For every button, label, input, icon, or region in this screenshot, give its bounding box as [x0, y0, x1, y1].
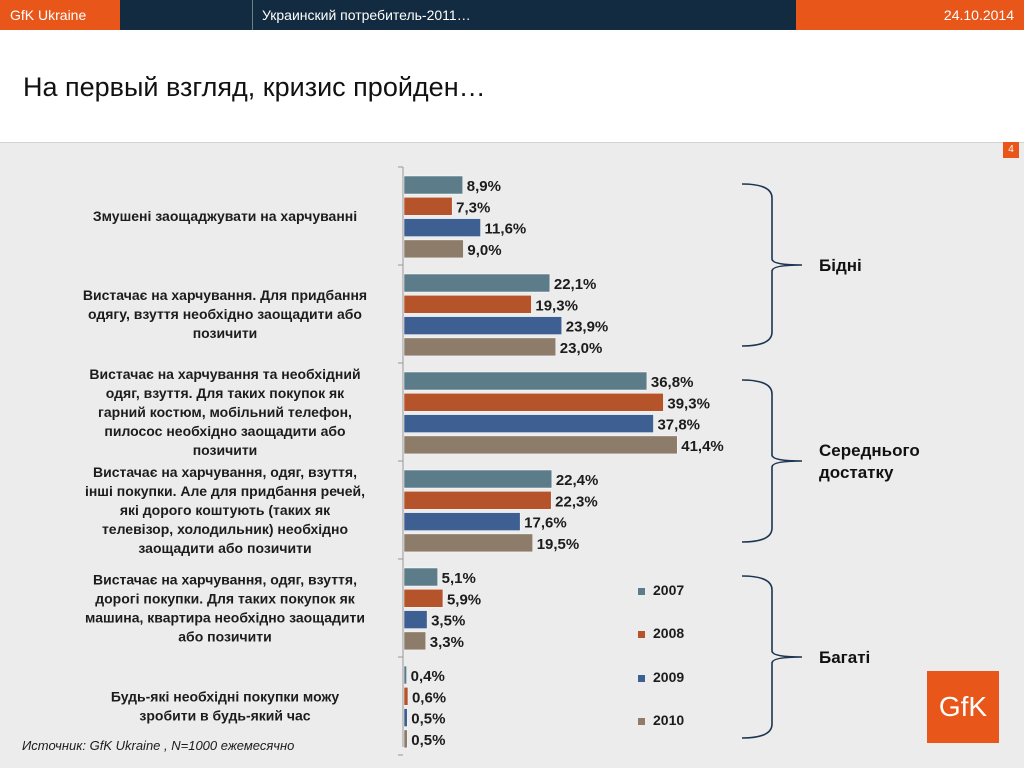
bar-2007	[403, 273, 551, 293]
data-label: 19,5%	[537, 536, 580, 553]
category-label: Змушені заощаджувати на харчуванні	[93, 208, 357, 224]
bar-2008	[403, 393, 664, 412]
title-area	[0, 30, 1024, 143]
data-label: 5,1%	[442, 570, 476, 587]
group-brace	[741, 183, 803, 347]
header-date: 24.10.2014	[796, 0, 1024, 30]
data-label: 23,0%	[560, 340, 603, 357]
bar-2008	[403, 197, 453, 216]
data-label: 36,8%	[651, 374, 694, 391]
legend-label: 2007	[653, 582, 684, 598]
data-label: 37,8%	[657, 417, 700, 434]
category-label: Вистачає на харчування. Для придбання одя…	[83, 287, 367, 341]
data-label: 0,6%	[412, 689, 446, 706]
bar-2010	[403, 337, 557, 357]
data-label: 3,3%	[430, 634, 464, 651]
legend-swatch-2008	[638, 631, 645, 638]
data-label: 17,6%	[524, 515, 567, 532]
data-label: 11,6%	[485, 221, 527, 238]
group-label: Багаті	[819, 648, 870, 667]
bar-2008	[403, 491, 552, 510]
category-label: Вистачає на харчування, одяг, взуття, дор…	[85, 572, 365, 645]
data-label: 5,9%	[447, 591, 481, 608]
bar-2009	[403, 512, 521, 531]
legend-swatch-2009	[638, 675, 645, 682]
data-label: 0,5%	[411, 732, 445, 749]
bar-2008	[403, 295, 532, 314]
category-label: Вистачає на харчування та необхідний одяг…	[89, 366, 360, 458]
category-label: Будь-які необхідні покупки можу зробити в…	[111, 689, 340, 724]
data-label: 9,0%	[467, 242, 501, 259]
category-label: Вистачає на харчування, одяг, взуття, інш…	[85, 464, 365, 556]
bar-2009	[403, 414, 654, 433]
bar-2007	[403, 469, 553, 489]
presentation-title: Украинский потребитель-2011…	[262, 7, 471, 23]
bar-2010	[403, 729, 408, 749]
data-label: 23,9%	[566, 319, 609, 336]
header-bar: GfK Ukraine Украинский потребитель-2011……	[0, 0, 1024, 30]
bar-2007	[403, 567, 438, 587]
source-note: Источник: GfK Ukraine , N=1000 ежемесячн…	[22, 738, 295, 753]
bar-2010	[403, 533, 533, 553]
page-number-badge: 4	[1003, 142, 1019, 158]
data-label: 22,4%	[556, 472, 599, 489]
data-label: 0,4%	[411, 668, 445, 685]
gfk-logo: GfK	[927, 671, 999, 743]
bar-2009	[403, 218, 481, 237]
bar-2010	[403, 239, 464, 259]
data-label: 8,9%	[467, 178, 501, 195]
legend-label: 2010	[653, 712, 684, 728]
bar-2007	[403, 371, 648, 391]
bar-2009	[403, 610, 428, 629]
group-brace	[741, 575, 803, 739]
data-label: 19,3%	[535, 297, 578, 314]
legend-label: 2009	[653, 669, 684, 685]
data-label: 22,1%	[554, 276, 597, 293]
header-divider	[252, 0, 253, 30]
data-label: 0,5%	[411, 711, 445, 728]
data-label: 41,4%	[681, 438, 724, 455]
bar-2009	[403, 708, 408, 727]
bar-2008	[403, 589, 444, 608]
legend-swatch-2007	[638, 588, 645, 595]
group-brace	[741, 379, 803, 543]
brand-label: GfK Ukraine	[0, 0, 120, 30]
bar-2009	[403, 316, 562, 335]
data-label: 7,3%	[456, 199, 490, 216]
bar-2007	[403, 175, 463, 195]
legend-swatch-2010	[638, 718, 645, 725]
bar-2008	[403, 687, 409, 706]
group-label: Бідні	[819, 256, 862, 275]
legend-label: 2008	[653, 625, 684, 641]
group-label: Середнього достатку	[819, 441, 920, 482]
data-label: 22,3%	[555, 493, 598, 510]
bar-chart: Змушені заощаджувати на харчуванні Вистач…	[83, 166, 920, 756]
data-label: 39,3%	[667, 395, 710, 412]
page-title: На первый взгляд, кризис пройден…	[23, 72, 486, 102]
data-label: 3,5%	[431, 613, 465, 630]
bar-2007	[403, 665, 407, 685]
bar-2010	[403, 631, 427, 651]
bar-2010	[403, 435, 678, 455]
